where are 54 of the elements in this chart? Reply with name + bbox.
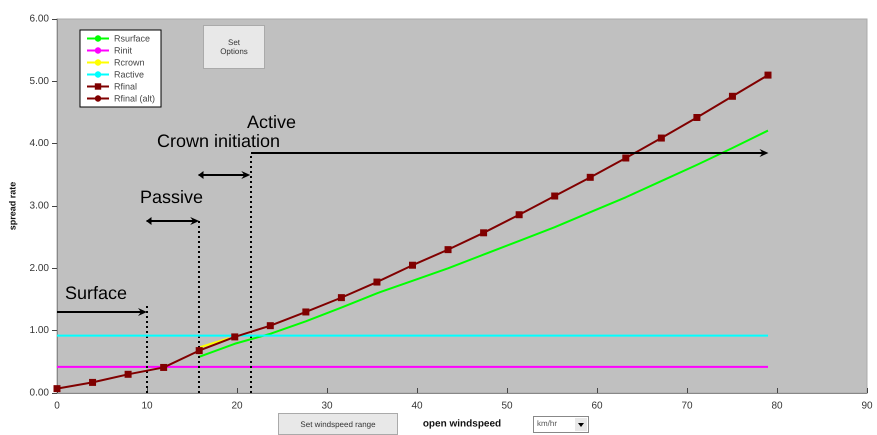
point [54,385,60,392]
x-tick-label: 90 [861,400,873,412]
point [444,246,452,254]
point [231,333,238,340]
legend-label: Rcrown [114,58,145,68]
y-tick-label: 1.00 [30,325,50,336]
point [551,192,558,200]
legend-label: Rfinal (alt) [114,94,156,104]
x-tick-label: 50 [501,400,513,412]
point [693,114,700,121]
point [480,229,488,236]
point [728,92,736,100]
x-tick-label: 0 [54,400,60,412]
y-tick-label: 5.00 [30,76,50,87]
range-button: Set windspeed range [278,413,398,435]
y-tick-label: 6.00 [30,14,50,24]
point [89,378,96,386]
point [160,364,168,371]
point [409,262,416,269]
x-tick-label: 80 [771,400,783,412]
point [338,294,345,302]
point [586,174,594,181]
point [658,134,665,142]
point [764,72,772,79]
x-tick-label: 60 [591,400,603,412]
unit-dropdown: km/hr [533,416,589,433]
legend-label: Rinit [114,46,133,56]
x-axis-title: open windspeed [422,418,502,430]
annotation: Surface [65,283,128,303]
annotation: Active [247,112,296,132]
point [196,347,203,354]
legend-label: Rsurface [114,34,150,44]
point [124,370,132,378]
point [266,322,274,330]
y-axis-title: spread rate [8,182,18,230]
x-tick-label: 30 [321,400,333,412]
legend-label: Rfinal [114,82,138,92]
x-tick-label: 20 [231,400,243,412]
y-tick-label: 4.00 [30,138,50,150]
legend-label: Ractive [114,70,144,80]
point [373,278,380,286]
annotation: Passive [140,187,204,207]
y-tick-label: 3.00 [30,200,50,212]
point [302,308,310,316]
annotation: Crown initiation [157,131,280,151]
options-button: Set Options [203,25,265,69]
annotation: Set Options [219,38,249,56]
x-tick-label: 70 [681,400,693,412]
y-tick-label: 0.00 [30,388,50,398]
point [622,154,630,162]
x-tick-label: 10 [141,400,153,412]
point [516,211,523,218]
y-tick-label: 2.00 [30,262,50,274]
x-tick-label: 40 [411,400,423,412]
